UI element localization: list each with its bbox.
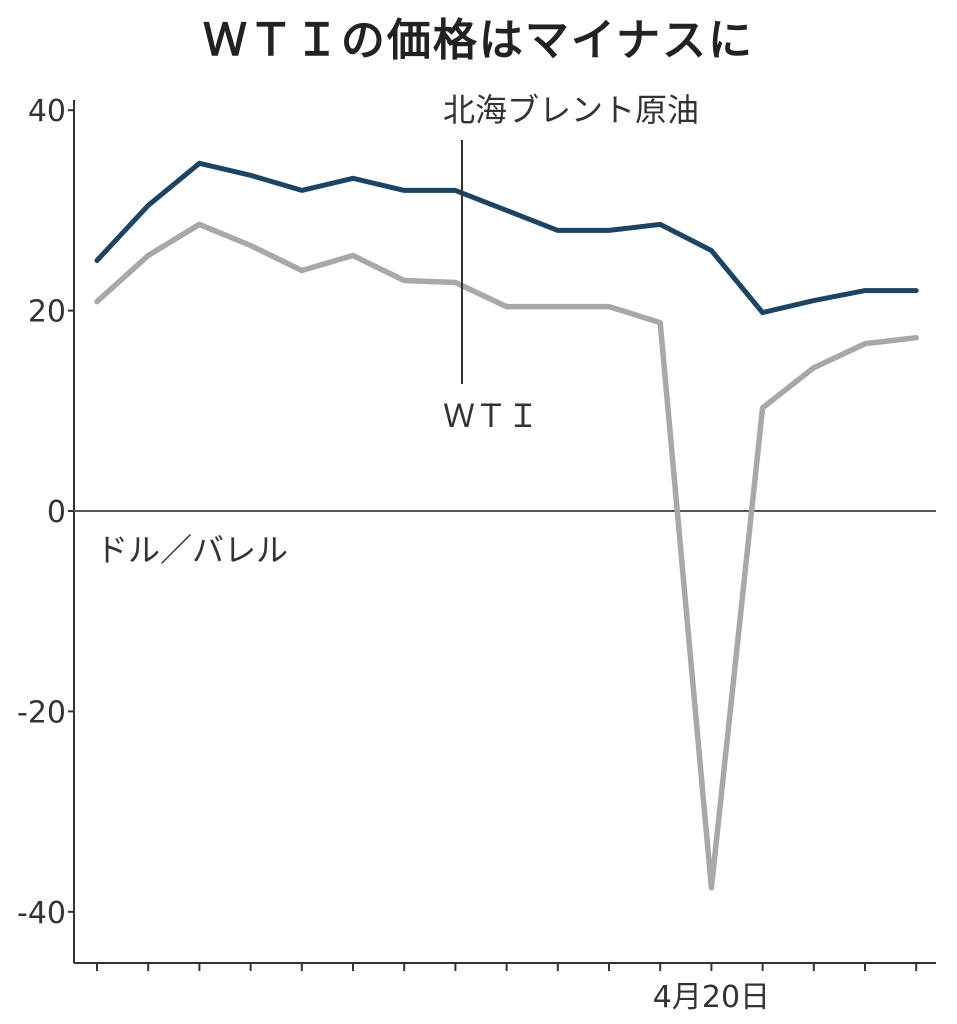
y-tick-label: -40 [17, 896, 66, 931]
series-line-brent [94, 160, 919, 316]
annotations: ドル／バレル 北海ブレント原油 ＷＴＩ [96, 91, 699, 569]
axes [73, 100, 936, 964]
chart-title: ＷＴＩの価格はマイナスに [202, 15, 755, 66]
series-label-wti: ＷＴＩ [443, 397, 539, 435]
unit-label: ドル／バレル [96, 531, 288, 569]
y-tick-label: 20 [28, 295, 66, 330]
tick-marks: 40 20 0 -20 -40 4月20日 [17, 94, 918, 1015]
x-tick-label: 4月20日 [653, 980, 770, 1015]
y-tick-label: 0 [47, 495, 66, 530]
series-line-wti [94, 221, 919, 891]
series-lines [94, 160, 919, 891]
y-tick-label: -20 [17, 695, 66, 730]
y-tick-label: 40 [28, 94, 66, 129]
series-label-brent: 北海ブレント原油 [443, 91, 699, 129]
